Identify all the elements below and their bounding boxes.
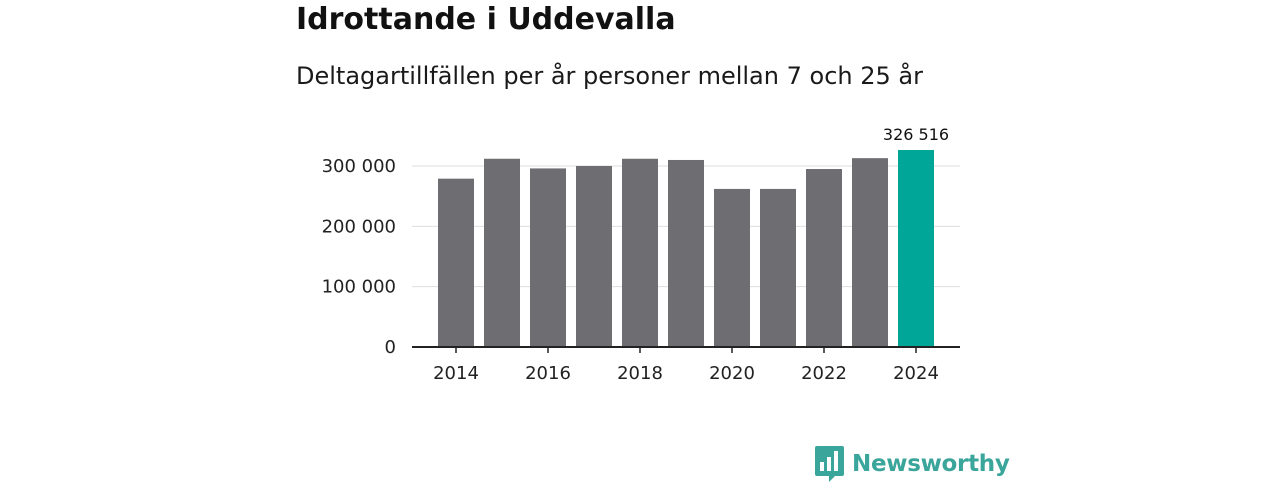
bar-2020 <box>714 188 750 347</box>
bar-2021 <box>760 188 796 347</box>
bar-2024 <box>898 150 934 347</box>
bars <box>438 150 934 347</box>
x-tick-label: 2014 <box>433 363 479 384</box>
x-tick-label: 2020 <box>709 363 755 384</box>
data-label-2024: 326 516 <box>883 125 949 144</box>
bar-2023 <box>852 158 888 347</box>
labels: 0 100 000 200 000 300 000 326 516 2014 2016 201… <box>322 125 960 384</box>
bar-2018 <box>622 158 658 347</box>
x-tick-label: 2022 <box>801 363 847 384</box>
brand-name: Newsworthy <box>852 451 1010 477</box>
newsworthy-chart-logo-icon <box>815 446 844 482</box>
bar-2014 <box>438 178 474 347</box>
y-tick-label: 200 000 <box>322 216 396 237</box>
bar-2015 <box>484 158 520 347</box>
brand-logo: Newsworthy <box>815 446 1010 482</box>
y-tick-label: 300 000 <box>322 156 396 177</box>
chart-subtitle: Deltagartillfällen per år personer mella… <box>296 62 923 90</box>
bar-2016 <box>530 168 566 347</box>
x-tick-label: 2018 <box>617 363 663 384</box>
bar-2022 <box>806 169 842 347</box>
bar-2019 <box>668 159 704 347</box>
chart-title: Idrottande i Uddevalla <box>296 2 676 37</box>
x-tick-label: 2024 <box>893 363 939 384</box>
bar-2017 <box>576 166 612 347</box>
y-tick-label: 100 000 <box>322 277 396 298</box>
x-tick-label: 2016 <box>525 363 571 384</box>
y-tick-label: 0 <box>385 337 396 358</box>
